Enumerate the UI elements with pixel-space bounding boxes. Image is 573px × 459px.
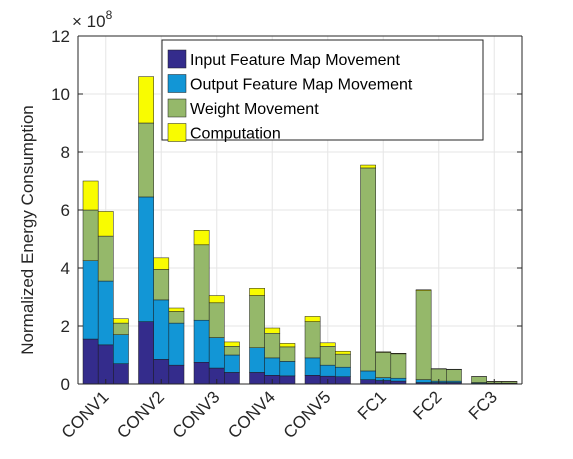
y-exponent-label: × 108 (72, 8, 113, 31)
bar-segment-2 (193, 319, 210, 363)
legend-swatch (167, 98, 187, 118)
bars (82, 76, 518, 385)
bar-segment-2 (264, 357, 281, 376)
bar-segment-3 (390, 353, 407, 379)
y-tick-label: 4 (61, 259, 70, 278)
y-axis-label: Normalized Energy Consumption (18, 105, 37, 354)
bar-segment-4 (153, 257, 170, 270)
bar-segment-1 (168, 364, 185, 385)
bar-segment-1 (138, 321, 154, 385)
bar-segment-2 (304, 357, 321, 376)
y-tick-label: 10 (51, 85, 70, 104)
bar-segment-2 (335, 366, 351, 377)
y-tick-label: 12 (51, 27, 70, 46)
y-tick-label: 2 (61, 317, 70, 336)
bar-segment-4 (375, 351, 392, 353)
bar-segment-2 (279, 361, 296, 377)
bar-segment-1 (193, 362, 210, 385)
bar-segment-4 (304, 316, 321, 322)
bar-segment-1 (304, 375, 321, 385)
bar-segment-3 (375, 352, 392, 378)
bar-segment-4 (279, 343, 296, 348)
bar-segment-4 (335, 350, 351, 355)
bar-segment-4 (249, 288, 265, 296)
bar-segment-1 (82, 338, 99, 385)
bar-segment-3 (138, 122, 154, 198)
bar-segment-3 (82, 209, 99, 261)
legend-label: Weight Movement (190, 101, 319, 118)
bar-segment-2 (249, 347, 265, 373)
bar-segment-2 (415, 379, 432, 383)
bar-segment-3 (471, 376, 487, 383)
legend-swatch (167, 74, 187, 93)
bar-segment-3 (360, 167, 376, 372)
bar-segment-3 (264, 333, 281, 359)
bar-segment-1 (224, 372, 240, 385)
legend-box (161, 39, 484, 141)
bar-segment-2 (153, 299, 170, 360)
bar-segment-1 (335, 376, 351, 385)
bar-segment-2 (113, 334, 129, 364)
legend-label: Output Feature Map Movement (190, 77, 413, 94)
y-tick-label: 6 (61, 201, 70, 220)
y-tick-label: 0 (61, 375, 70, 394)
bar-segment-2 (168, 322, 185, 366)
bar-segment-2 (224, 354, 240, 373)
bar-segment-4 (360, 164, 376, 169)
bar-segment-2 (97, 280, 114, 346)
bar-segment-4 (415, 289, 432, 291)
bar-segment-3 (224, 346, 240, 356)
bar-segment-2 (319, 364, 336, 377)
bar-segment-4 (193, 230, 210, 246)
legend-label: Computation (190, 126, 281, 143)
bar-segment-1 (97, 344, 114, 385)
bar-segment-3 (279, 346, 296, 362)
y-exponent-power: 8 (106, 8, 113, 22)
legend: Input Feature Map Movement Output Feature… (161, 39, 484, 143)
bar-segment-1 (113, 363, 129, 385)
bar-segment-4 (97, 211, 114, 237)
bar-segment-4 (168, 307, 185, 312)
bar-segment-2 (360, 370, 376, 380)
bar-segment-3 (97, 235, 114, 282)
bar-segment-3 (193, 244, 210, 321)
bar-segment-3 (168, 311, 185, 324)
bar-segment-4 (264, 327, 281, 334)
bar-segment-3 (113, 322, 129, 335)
legend-swatch (167, 123, 187, 142)
bar-segment-4 (224, 341, 240, 347)
bar-segment-3 (335, 353, 351, 368)
bar-segment-3 (304, 321, 321, 359)
bar-segment-4 (390, 353, 407, 355)
bar-segment-3 (208, 302, 225, 338)
bar-segment-4 (82, 180, 99, 211)
bar-segment-1 (360, 379, 376, 385)
legend-label: Input Feature Map Movement (190, 52, 400, 69)
bar-segment-2 (208, 337, 225, 369)
bar-segment-3 (319, 346, 336, 366)
y-ticks: 0 2 4 6 8 10 12 (51, 27, 522, 394)
bar-segment-1 (249, 372, 265, 385)
bar-segment-2 (138, 196, 154, 322)
bar-segment-4 (113, 318, 129, 324)
bar-segment-1 (279, 375, 296, 385)
bar-segment-2 (82, 260, 99, 340)
legend-swatch (167, 49, 187, 69)
bar-segment-4 (319, 342, 336, 347)
bar-segment-3 (446, 369, 462, 382)
y-tick-label: 8 (61, 143, 70, 162)
bar-segment-2 (390, 377, 407, 382)
bar-segment-4 (138, 76, 154, 124)
bar-segment-3 (249, 295, 265, 348)
bar-segment-4 (208, 295, 225, 304)
bar-segment-3 (153, 269, 170, 301)
bar-segment-3 (415, 290, 432, 380)
